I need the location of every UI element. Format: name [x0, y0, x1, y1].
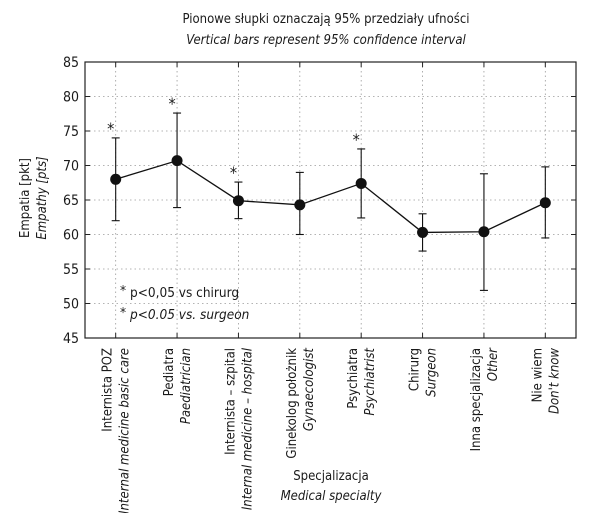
data-point	[110, 173, 122, 185]
x-category-label: Inna specjalizacja	[469, 348, 484, 451]
plot-frame	[84, 61, 577, 339]
data-point	[355, 177, 367, 189]
y-tick-label: 65	[63, 193, 79, 209]
significance-marker: *	[230, 163, 237, 182]
x-category-label: Ginekolog położnik	[285, 348, 300, 459]
significance-marker: *	[107, 119, 114, 138]
x-axis-label-en: Medical specialty	[281, 489, 383, 504]
y-axis-label-en: Empathy [pts]	[35, 156, 50, 239]
data-point	[417, 226, 429, 238]
note-text-en: p<0.05 vs. surgeon	[129, 307, 249, 323]
x-axis: Internista POZ Internal medicine basic ca…	[101, 347, 563, 513]
data-point	[232, 195, 244, 207]
significance-marker: *	[353, 130, 360, 149]
x-category-label-en: Don't know	[547, 348, 562, 414]
x-axis-label: Specjalizacja	[293, 469, 369, 484]
y-tick-label: 85	[63, 55, 79, 71]
x-category-label: Chirurg	[408, 348, 423, 391]
data-point	[478, 226, 490, 238]
y-tick-label: 75	[63, 124, 79, 140]
y-tick-label: 80	[63, 90, 79, 106]
x-category-label: Nie wiem	[530, 348, 545, 402]
significance-marker: *	[168, 94, 175, 113]
chart-subtitle: Vertical bars represent 95% confidence i…	[186, 33, 466, 48]
x-category-label-en: Paediatrician	[179, 348, 194, 424]
chart-title: Pionowe słupki oznaczają 95% przedziały …	[182, 12, 469, 27]
x-category-label-en: Psychiatrist	[363, 348, 378, 416]
data-series: * * * *	[107, 94, 551, 291]
data-point	[294, 199, 306, 211]
significance-note: * p<0,05 vs chirurg * p<0.05 vs. surgeon	[120, 283, 249, 323]
note-symbol-en: *	[120, 305, 126, 321]
note-text: p<0,05 vs chirurg	[130, 285, 239, 301]
data-point	[539, 197, 551, 209]
x-category-label-en: Gynaecologist	[302, 348, 317, 432]
y-tick-label: 60	[63, 228, 79, 244]
x-category-label-en: Surgeon	[425, 348, 440, 397]
y-tick-label: 45	[63, 331, 79, 347]
gridlines	[85, 62, 576, 338]
y-tick-label: 50	[63, 297, 79, 313]
x-category-label-en: Other	[486, 347, 501, 381]
y-axis-label: Empatia [pkt]	[18, 158, 33, 238]
series-line	[115, 159, 546, 234]
y-tick-label: 55	[63, 262, 79, 278]
x-category-label: Internista – szpital	[223, 348, 238, 455]
y-axis: 45 50 55 60 65 70 75 80 85	[63, 55, 576, 347]
x-category-label: Internista POZ	[101, 348, 116, 432]
x-category-label-en: Internal medicine basic care	[118, 348, 133, 513]
x-category-label: Psychiatra	[346, 348, 361, 409]
x-category-label-en: Internal medicine – hospital	[240, 347, 255, 510]
note-symbol: *	[120, 283, 126, 299]
y-tick-label: 70	[63, 159, 79, 175]
x-category-label: Pediatra	[162, 348, 177, 396]
data-point	[171, 155, 183, 167]
